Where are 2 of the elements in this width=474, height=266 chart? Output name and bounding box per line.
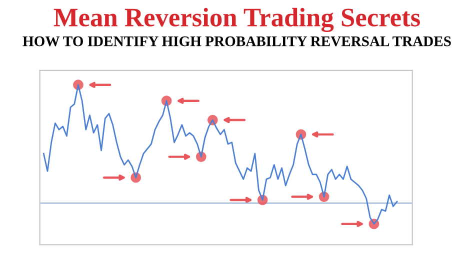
chart-title: Mean Reversion Trading Secrets (54, 8, 420, 32)
chart-subtitle: HOW TO IDENTIFY HIGH PROBABILITY REVERSAL TRADES (22, 36, 451, 46)
